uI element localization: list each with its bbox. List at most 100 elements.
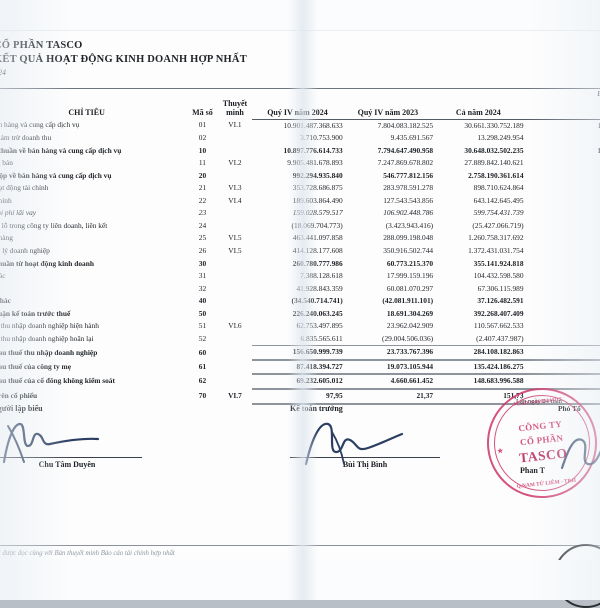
row-label: u hoạt động tài chính <box>0 183 49 193</box>
row-label: ận sau thuế của công ty mẹ <box>0 361 71 371</box>
row-code: 11 <box>198 158 206 168</box>
row-label: ận sau thuế của cổ đông không kiểm soát <box>0 376 115 386</box>
row-value-q4-2024: 3.710.753.900 <box>300 133 343 143</box>
table-row: ó: chi phí lãi vay 23 159.028.579.517 106.9… <box>0 207 600 220</box>
header-thuyet-minh-line2: minh <box>226 108 244 117</box>
row-value-year-2023: (1 <box>524 220 600 233</box>
row-value-q4-2023: 7.804.083.182.525 <box>377 120 434 130</box>
row-value-q4-2023: 23.733.767.396 <box>342 345 434 361</box>
table-row: ận gộp về bán hàng và cung cấp dịch vụ 20… <box>0 170 600 183</box>
row-value-q4-2024: 41.928.843.359 <box>296 283 343 293</box>
row-value-q4-2024: 6.835.565.611 <box>300 333 343 343</box>
row-value-year-2024: 1.260.758.317.692 <box>468 233 524 243</box>
row-note <box>218 295 253 308</box>
row-code: 01 <box>198 120 207 130</box>
report-period: 024 <box>0 68 6 77</box>
row-value-year-2024: 898.710.624.864 <box>473 183 524 193</box>
row-value-q4-2024: 353.728.686.875 <box>292 183 343 193</box>
header-quy4-2024: Quý IV năm 2024 <box>252 99 343 120</box>
row-note <box>218 132 253 145</box>
row-value-year-2023: 6 <box>524 270 600 283</box>
row-note <box>218 270 253 283</box>
table-header-row: CHỈ TIÊU Mã số Thuyết minh Quý IV năm 20… <box>0 99 600 120</box>
row-value-year-2023: 5 <box>523 345 600 361</box>
row-value-year-2023 <box>523 373 600 390</box>
row-value-year-2024: 599.754.431.739 <box>473 208 524 218</box>
row-value-q4-2024: 62.753.497.895 <box>296 321 343 331</box>
row-value-year-2024: 2.758.190.361.614 <box>468 170 524 180</box>
table-row: hoặc lỗ trong công ty liên doanh, liên k… <box>0 220 600 233</box>
row-label: thuế thu nhập doanh nghiệp hoãn lại <box>0 334 94 344</box>
table-row: khác 32 41.928.843.359 60.081.070.297 67.306… <box>0 283 600 296</box>
preparer-name: Chu Tâm Duyên <box>38 460 96 469</box>
header-divider <box>0 88 600 89</box>
row-value-q4-2023: 23.962.042.909 <box>386 321 434 331</box>
row-code: 22 <box>198 195 207 205</box>
row-value-year-2023: 7 <box>524 283 600 296</box>
table-row: u hoạt động tài chính 21 VI.3 353.728.686.8… <box>0 182 600 195</box>
page-top-margin <box>0 0 600 31</box>
row-note: VI.5 <box>228 233 242 243</box>
row-note: VI.6 <box>228 321 242 331</box>
row-value-q4-2024: 10.901.487.368.633 <box>283 120 343 130</box>
row-note: VI.4 <box>228 195 242 205</box>
row-value-year-2024: 104.432.598.580 <box>473 271 524 281</box>
row-label: thu thuần về bán hàng và cung cấp dịch v… <box>0 145 122 155</box>
row-value-q4-2024: 97,95 <box>252 388 343 405</box>
row-label: hoặc lỗ trong công ty liên doanh, liên k… <box>0 220 108 230</box>
footer-divider <box>0 545 600 546</box>
row-label: ản giảm trừ doanh thu <box>0 133 52 143</box>
header-ca-nam-2024: Cả năm 2024 <box>433 99 524 120</box>
row-value-year-2024: 148.683.996.588 <box>433 373 524 390</box>
row-note: VI.3 <box>228 183 242 193</box>
row-note <box>218 170 253 183</box>
row-label: quản lý doanh nghiệp <box>0 245 50 255</box>
table-row: quản lý doanh nghiệp 26 VI.5 414.128.177.60… <box>0 245 600 258</box>
row-code: 50 <box>198 308 207 318</box>
row-code: 70 <box>198 390 207 400</box>
row-value-q4-2023: 4.660.661.452 <box>342 373 434 390</box>
row-note <box>218 308 253 321</box>
preparer-role: Người lập biểu <box>0 404 43 413</box>
row-value-q4-2024: 189.603.864.490 <box>292 195 343 205</box>
row-label: ận thuần từ hoạt động kinh doanh <box>0 258 94 268</box>
row-value-q4-2024: 260.780.777.986 <box>292 258 343 268</box>
row-value-q4-2023: 106.902.448.786 <box>383 208 434 218</box>
row-note: VI.5 <box>228 245 242 255</box>
row-value-q4-2023: 17.999.159.196 <box>386 271 434 281</box>
row-value-year-2024: 30.661.330.752.189 <box>464 120 524 130</box>
row-code: 62 <box>198 376 207 386</box>
row-value-q4-2024: 414.128.177.608 <box>292 245 343 255</box>
row-value-year-2023: 10.95 <box>597 145 600 155</box>
row-value-q4-2023: 288.099.198.048 <box>383 233 434 243</box>
row-value-year-2024: 67.306.115.989 <box>477 283 524 293</box>
header-ma-so: Mã số <box>192 108 213 117</box>
row-code: 25 <box>198 233 207 243</box>
row-code: 26 <box>198 245 207 255</box>
row-value-q4-2023: 7.247.869.678.802 <box>377 158 434 168</box>
row-value-year-2024: 37.126.482.591 <box>477 296 524 306</box>
header-chi-tieu: CHỈ TIÊU <box>68 108 105 117</box>
row-value-q4-2023: 60.081.070.297 <box>386 283 434 293</box>
row-note <box>218 220 253 233</box>
row-value-year-2023: 2 <box>524 320 600 333</box>
row-value-year-2024: (2.407.437.987) <box>476 333 524 343</box>
page-bottom-margin <box>0 560 600 600</box>
row-code: 52 <box>198 334 207 344</box>
table-row: u bán hàng và cung cấp dịch vụ 01 VI.1 10.9… <box>0 119 600 132</box>
row-value-year-2024: 392.268.407.409 <box>473 308 524 318</box>
row-code: 21 <box>198 183 207 193</box>
row-code: 02 <box>198 133 207 143</box>
row-note <box>218 333 253 346</box>
row-value-q4-2024: (18.069.704.773) <box>291 220 343 230</box>
row-value-year-2023: 1 <box>524 132 600 145</box>
row-value-year-2023: 46 <box>524 195 600 208</box>
row-value-q4-2023: 7.794.647.490.958 <box>377 145 434 155</box>
signature-preparer: Người lập biểu Chu Tâm Duyên <box>0 404 142 469</box>
table-row: ận thuần từ hoạt động kinh doanh 30 260.78… <box>0 258 600 271</box>
row-code: 51 <box>198 321 207 331</box>
table-row: p khác 31 7.388.128.618 17.999.159.196 104.4… <box>0 270 600 283</box>
row-value-year-2024: 30.648.032.502.235 <box>464 145 524 155</box>
table-row: tài chính 22 VI.4 189.603.864.490 127.543.54… <box>0 195 600 208</box>
table-row: thuế thu nhập doanh nghiệp hiện hành 51 VI… <box>0 320 600 333</box>
